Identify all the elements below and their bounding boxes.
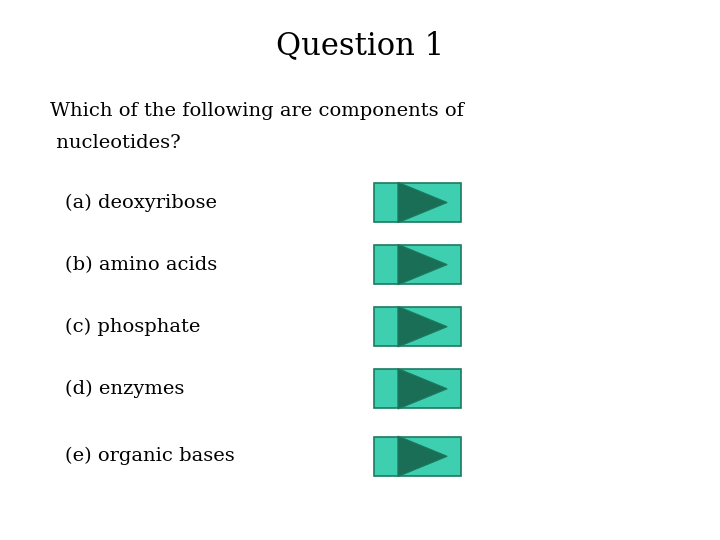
Text: (a) deoxyribose: (a) deoxyribose [65, 193, 217, 212]
Polygon shape [398, 183, 447, 222]
Text: (e) organic bases: (e) organic bases [65, 447, 235, 465]
Text: Question 1: Question 1 [276, 30, 444, 62]
Text: Which of the following are components of: Which of the following are components of [50, 102, 464, 120]
FancyBboxPatch shape [374, 437, 461, 476]
Polygon shape [398, 369, 447, 409]
Polygon shape [398, 245, 447, 285]
Text: nucleotides?: nucleotides? [50, 134, 181, 152]
Text: (b) amino acids: (b) amino acids [65, 255, 217, 274]
FancyBboxPatch shape [374, 307, 461, 346]
FancyBboxPatch shape [374, 369, 461, 408]
Polygon shape [398, 436, 447, 476]
Polygon shape [398, 307, 447, 347]
Text: (d) enzymes: (d) enzymes [65, 380, 184, 398]
Text: (c) phosphate: (c) phosphate [65, 318, 200, 336]
FancyBboxPatch shape [374, 245, 461, 284]
FancyBboxPatch shape [374, 183, 461, 222]
